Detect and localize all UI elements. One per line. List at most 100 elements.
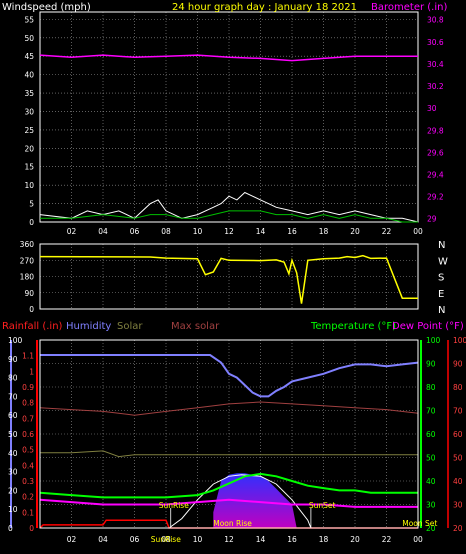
direction-tick-label: 180	[20, 273, 35, 282]
max-solar-line	[39, 401, 419, 416]
x-tick-label: 00	[413, 535, 423, 544]
weather-combo-panel: 010203040506070809010000.10.20.30.40.50.…	[8, 336, 466, 544]
compass-label: E	[438, 289, 444, 300]
rain-tick-label: 0.5	[22, 446, 34, 455]
compass-label: N	[438, 240, 445, 251]
x-tick-label: 22	[382, 227, 392, 236]
dewpoint-tick-label: 40	[453, 477, 463, 486]
barometer-axis-label: Barometer (.in)	[371, 2, 447, 13]
plot-frame	[39, 339, 419, 529]
temperature-tick-label: 80	[426, 383, 436, 392]
dewpoint-tick-label: 90	[453, 360, 463, 369]
wind-tick-label: 40	[24, 71, 34, 80]
x-tick-label: 16	[287, 535, 297, 544]
x-tick-label: 10	[193, 227, 203, 236]
legend-solar: Solar	[117, 321, 143, 332]
dewpoint-tick-label: 20	[453, 524, 463, 533]
wind-tick-label: 55	[24, 15, 34, 24]
legend-max-solar: Max solar	[171, 321, 220, 332]
compass-label: W	[438, 256, 448, 267]
wind-direction-line	[39, 254, 418, 304]
wind-axis-label: Windspeed (mph)	[2, 2, 91, 13]
humidity-tick-label: 70	[8, 392, 18, 401]
dewpoint-tick-label: 60	[453, 430, 463, 439]
baro-tick-label: 30.4	[427, 60, 444, 69]
x-tick-label: 10	[193, 535, 203, 544]
x-tick-label: 04	[98, 535, 108, 544]
rain-tick-label: 0.2	[22, 493, 34, 502]
baro-tick-label: 30.6	[427, 38, 444, 47]
x-tick-label: 18	[319, 227, 329, 236]
direction-tick-label: 360	[20, 240, 35, 249]
rain-tick-label: 1	[29, 367, 34, 376]
wind-tick-label: 5	[29, 200, 34, 209]
wind-barometer-panel: 0 5 10 15 20 25 30 35 40 45 50 55 29 29.2 29.4 29.6 29.8…	[24, 11, 444, 236]
humidity-line	[40, 354, 419, 398]
solar-radiation-area	[213, 473, 297, 528]
rain-tick-label: 0.6	[22, 430, 34, 439]
baro-tick-label: 29.8	[427, 126, 444, 135]
x-tick-label: 20	[350, 227, 360, 236]
moonset-label: Moon Set	[402, 519, 437, 528]
rain-tick-label: 0	[29, 524, 34, 533]
rain-tick-label: 0.3	[22, 477, 34, 486]
compass-label: S	[438, 273, 444, 284]
compass-label: N	[438, 305, 445, 316]
x-tick-label: 04	[98, 227, 108, 236]
x-tick-label: 08	[161, 227, 171, 236]
direction-tick-label: 270	[20, 256, 35, 265]
baro-tick-label: 30.2	[427, 82, 444, 91]
x-tick-label: 00	[413, 227, 423, 236]
wind-tick-label: 50	[24, 34, 34, 43]
wind-avg-line	[40, 210, 418, 223]
legend-temperature: Temperature (°F)	[310, 321, 396, 332]
dewpoint-tick-label: 50	[453, 454, 463, 463]
rain-tick-label: 0.7	[22, 414, 34, 423]
rain-tick-label: 1.1	[22, 352, 34, 361]
humidity-tick-label: 90	[8, 355, 18, 364]
wind-tick-label: 10	[24, 181, 34, 190]
x-tick-label: 08	[161, 535, 171, 544]
baro-tick-label: 29.6	[427, 148, 444, 157]
humidity-tick-label: 0	[8, 524, 13, 533]
dewpoint-tick-label: 70	[453, 407, 463, 416]
x-tick-label: 22	[382, 535, 392, 544]
temperature-tick-label: 20	[426, 524, 436, 533]
direction-tick-label: 90	[24, 289, 34, 298]
dewpoint-tick-label: 30	[453, 501, 463, 510]
moonrise-label: Moon Rise	[213, 519, 252, 528]
humidity-tick-label: 10	[8, 505, 18, 514]
baro-tick-label: 29	[427, 215, 437, 224]
temperature-tick-label: 30	[426, 501, 436, 510]
x-tick-label: 16	[287, 227, 297, 236]
baro-tick-label: 29.2	[427, 193, 444, 202]
humidity-tick-label: 60	[8, 411, 18, 420]
humidity-tick-label: 100	[8, 336, 23, 345]
humidity-tick-label: 40	[8, 449, 18, 458]
temperature-line	[39, 472, 418, 499]
wind-tick-label: 45	[24, 52, 34, 61]
wind-tick-label: 30	[24, 107, 34, 116]
wind-tick-label: 35	[24, 89, 34, 98]
baro-tick-label: 30	[427, 104, 437, 113]
x-tick-label: 12	[224, 227, 234, 236]
wind-tick-label: 15	[24, 163, 34, 172]
plot-frame	[39, 243, 419, 310]
rain-tick-label: 0.4	[22, 461, 34, 470]
legend-humidity: Humidity	[66, 321, 111, 332]
temperature-tick-label: 90	[426, 360, 436, 369]
direction-tick-label: 0	[29, 305, 34, 314]
x-tick-label: 12	[224, 535, 234, 544]
humidity-tick-label: 50	[8, 430, 18, 439]
temperature-tick-label: 50	[426, 454, 436, 463]
sunset-label: SunSet	[309, 501, 336, 510]
temperature-tick-label: 100	[426, 336, 441, 345]
legend-dew-point: Dew Point (°F)	[392, 321, 464, 332]
plot-frame	[39, 11, 419, 223]
wind-gust-line	[39, 191, 419, 223]
sunrise-label: SunRise	[159, 501, 189, 510]
solar-arc	[168, 474, 312, 529]
x-tick-label: 02	[67, 227, 77, 236]
